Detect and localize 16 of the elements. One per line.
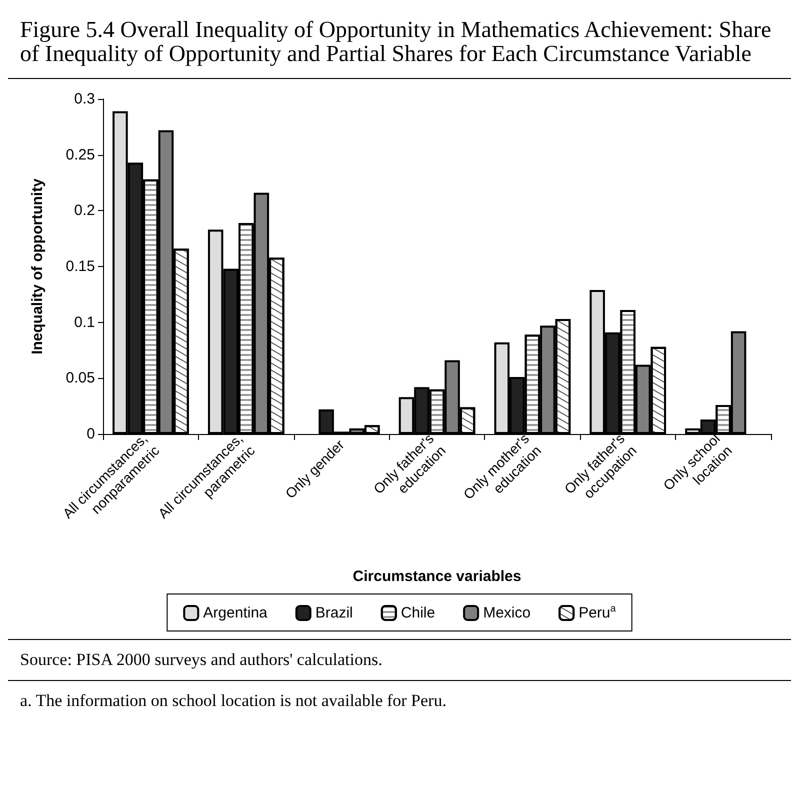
y-axis-title: Inequality of opportunity (29, 178, 46, 354)
text: a. The information on school location is not available for Peru. (19, 690, 448, 712)
legend-label: Argentina (203, 604, 268, 622)
y-tick-label: 0.2 (74, 202, 95, 220)
y-tick-label: 0.15 (66, 258, 95, 275)
y-tick-label: 0 (86, 426, 95, 442)
legend-label: Brazil (315, 604, 353, 622)
chart-title: Figure 5.4 Overall Inequality of Opportunity in Mathematics Achievement: Share of Inequality of Opportunity and Partial Shares for Each Circumstance Variable (19, 16, 772, 68)
y-tick-label: 0.25 (66, 146, 95, 164)
y-tick-label: 0.05 (66, 370, 95, 387)
source-note: Source: PISA 2000 surveys and authors' calculations. (8, 640, 791, 681)
y-tick-label: 0.3 (74, 90, 95, 108)
x-axis-title: Circumstance variables (352, 568, 522, 585)
y-tick-label: 0.1 (74, 314, 95, 331)
legend-label: Chile (400, 604, 436, 622)
legend-label: Mexico (483, 604, 531, 622)
